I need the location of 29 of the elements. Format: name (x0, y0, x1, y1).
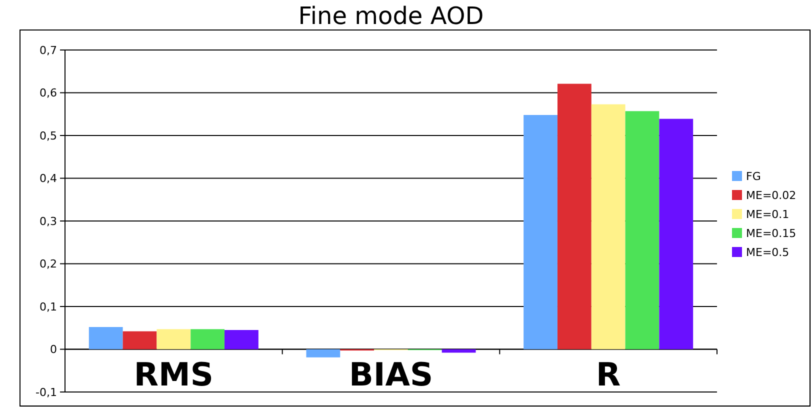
x-tick-label: RMS (134, 355, 214, 394)
y-tick-label: -0,1 (36, 386, 57, 399)
legend-label: ME=0.5 (746, 246, 790, 259)
bar (156, 329, 191, 350)
y-tick-label: 0,1 (40, 300, 57, 314)
bar (625, 111, 660, 350)
chart-title: Fine mode AOD (298, 2, 484, 30)
x-tick-label: BIAS (348, 355, 434, 394)
bar (190, 329, 225, 350)
x-tick-label: R (596, 355, 621, 394)
bar (557, 84, 592, 350)
y-tick-label: 0,3 (40, 214, 57, 228)
legend-label: ME=0.1 (746, 208, 790, 221)
bar (306, 349, 340, 358)
y-tick-label: 0,6 (40, 86, 57, 100)
bar (122, 331, 157, 350)
legend-label: FG (746, 170, 761, 183)
legend-label: ME=0.02 (746, 188, 796, 202)
y-tick-label: 0 (50, 343, 57, 356)
y-tick-label: 0,7 (40, 44, 57, 57)
y-tick-label: 0,5 (40, 129, 57, 142)
bar (659, 118, 694, 350)
bar (224, 330, 258, 350)
bar (88, 327, 123, 350)
y-tick-label: 0,4 (40, 172, 57, 186)
y-tick-label: 0,2 (40, 258, 57, 271)
legend-label: ME=0.15 (746, 226, 796, 240)
bar (524, 114, 558, 350)
bar (591, 104, 626, 350)
